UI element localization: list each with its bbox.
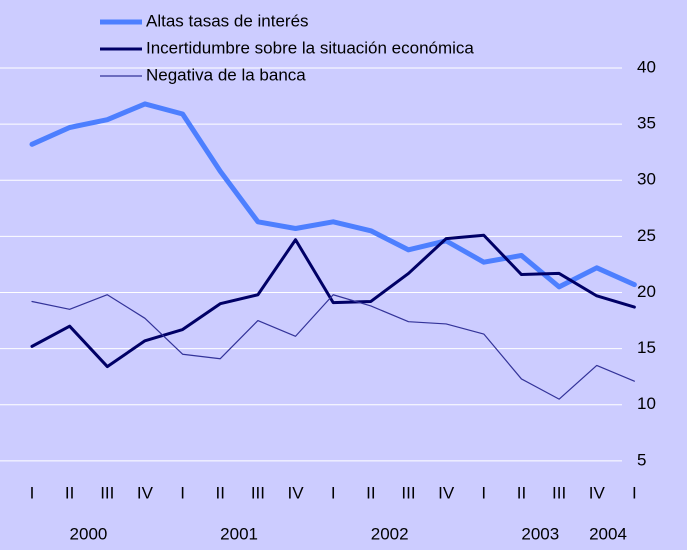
year-label: 2004 [589, 524, 627, 543]
year-label: 2003 [521, 524, 559, 543]
x-tick-label: II [517, 483, 526, 502]
x-tick-label: III [401, 483, 415, 502]
x-tick-label: I [180, 483, 185, 502]
x-tick-label: II [65, 483, 74, 502]
x-tick-label: II [216, 483, 225, 502]
series-line [30, 233, 636, 369]
series-line [31, 294, 635, 400]
x-tick-label: II [366, 483, 375, 502]
year-label: 2002 [371, 524, 409, 543]
x-tick-label: I [481, 483, 486, 502]
y-tick-label: 25 [637, 226, 656, 245]
legend-label: Altas tasas de interés [146, 11, 309, 30]
y-tick-label: 30 [637, 170, 656, 189]
y-tick-label: 5 [637, 450, 646, 469]
x-tick-label: IV [589, 483, 606, 502]
x-tick-label: I [632, 483, 637, 502]
x-tick-label: IV [137, 483, 154, 502]
x-tick-label: III [251, 483, 265, 502]
x-tick-label: IV [438, 483, 455, 502]
y-tick-label: 40 [637, 57, 656, 76]
x-tick-label: I [331, 483, 336, 502]
series-line [29, 101, 637, 290]
x-tick-label: I [30, 483, 35, 502]
x-tick-label: IV [288, 483, 305, 502]
legend-label: Incertidumbre sobre la situación económi… [146, 38, 474, 57]
y-tick-label: 10 [637, 394, 656, 413]
year-label: 2000 [70, 524, 108, 543]
x-tick-label: III [100, 483, 114, 502]
y-tick-label: 35 [637, 114, 656, 133]
legend-label: Negativa de la banca [146, 65, 306, 84]
y-tick-label: 15 [637, 338, 656, 357]
year-label: 2001 [220, 524, 258, 543]
x-tick-label: III [552, 483, 566, 502]
y-tick-label: 20 [637, 282, 656, 301]
